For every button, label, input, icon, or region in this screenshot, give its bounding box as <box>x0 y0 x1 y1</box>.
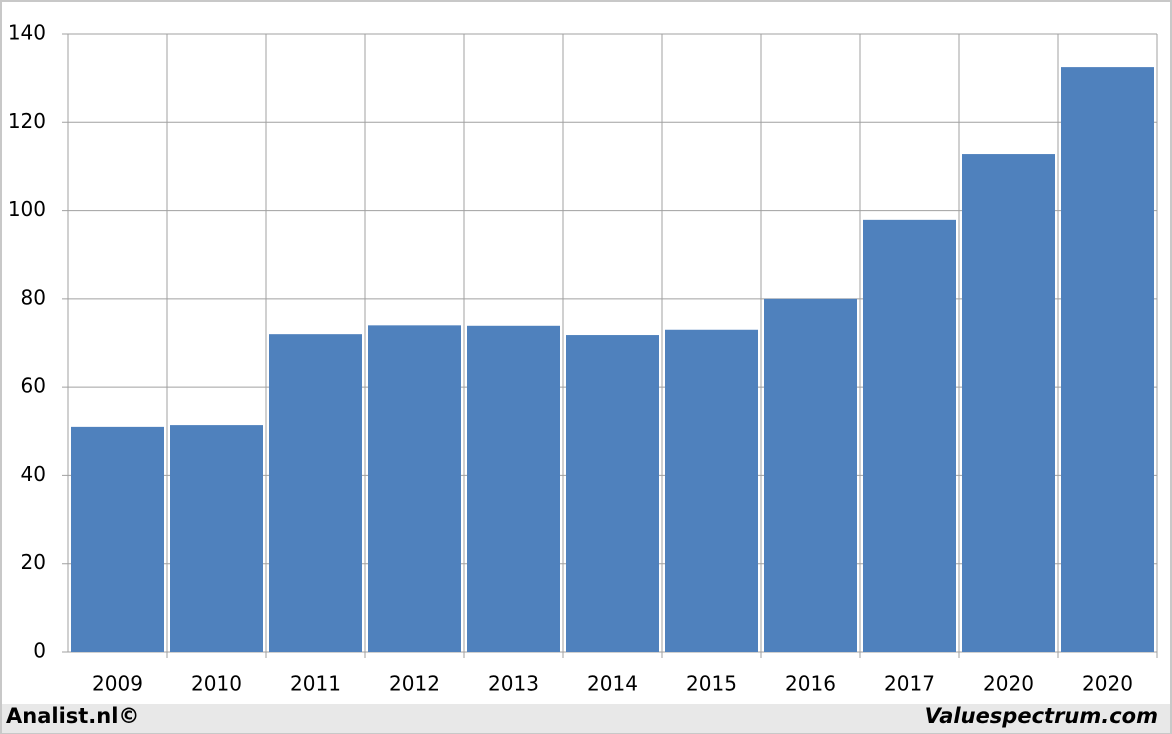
bar <box>1061 67 1154 653</box>
x-tick-label: 2010 <box>191 672 242 696</box>
bar <box>566 335 659 652</box>
x-tick-label: 2017 <box>884 672 935 696</box>
x-tick-label: 2011 <box>290 672 341 696</box>
bar <box>764 298 857 652</box>
x-tick-label: 2020 <box>1082 672 1133 696</box>
x-tick-label: 2012 <box>389 672 440 696</box>
bar <box>368 325 461 652</box>
x-tick-label: 2020 <box>983 672 1034 696</box>
x-tick-label: 2009 <box>92 672 143 696</box>
bar <box>71 426 164 652</box>
y-tick-label: 60 <box>21 374 46 398</box>
bar <box>665 329 758 652</box>
y-tick-label: 80 <box>21 285 46 309</box>
source-right: Valuespectrum.com <box>925 704 1158 728</box>
y-tick-label: 40 <box>21 462 46 486</box>
footer-band <box>2 704 1170 733</box>
bar <box>863 219 956 652</box>
x-tick-label: 2014 <box>587 672 638 696</box>
y-tick-label: 20 <box>21 550 46 574</box>
y-tick-label: 100 <box>8 197 46 221</box>
bar <box>467 325 560 652</box>
y-tick-label: 140 <box>8 21 46 45</box>
bar <box>962 154 1055 652</box>
y-tick-label: 0 <box>33 639 46 663</box>
source-left: Analist.nl© <box>6 704 139 728</box>
y-tick-label: 120 <box>8 109 46 133</box>
x-tick-label: 2015 <box>686 672 737 696</box>
bar <box>170 425 263 652</box>
x-tick-label: 2016 <box>785 672 836 696</box>
x-tick-label: 2013 <box>488 672 539 696</box>
bar <box>269 334 362 652</box>
